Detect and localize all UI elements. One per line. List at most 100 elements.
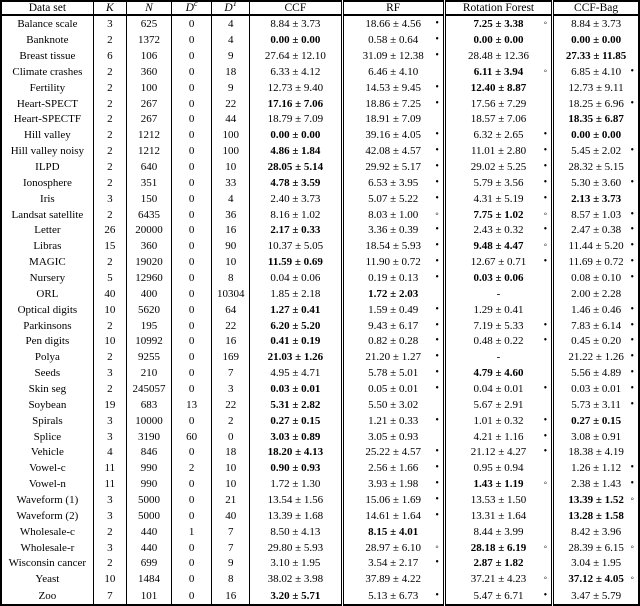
significance-dot-icon: • [435, 34, 439, 46]
rotation-forest-cell: 1.29 ± 0.41 [442, 301, 553, 318]
error-rate-value: 1.59 ± 0.49 [368, 303, 419, 316]
significance-dot-icon: • [630, 208, 634, 220]
dt-cell: 10 [211, 476, 250, 493]
dataset-cell: Fertility [29, 81, 66, 94]
k-cell: 10 [92, 333, 127, 350]
rf-cell: 25.22 ± 4.57 • [340, 444, 445, 461]
dataset-cell: Landsat satellite [11, 208, 84, 221]
dt-cell: 16 [211, 222, 250, 239]
k-cell: 7 [92, 587, 127, 605]
significance-circle-icon: ◦ [543, 240, 548, 252]
significance-circle-icon: ◦ [543, 208, 548, 220]
n-cell: 990 [125, 476, 172, 493]
ccf-bag-cell: 0.45 ± 0.20 • [551, 333, 639, 350]
dt-cell: 16 [211, 333, 250, 350]
rotation-forest-cell: 12.67 ± 0.71 • [442, 254, 553, 271]
dc-cell: 0 [171, 539, 212, 556]
n-cell: 683 [125, 396, 172, 413]
dc-superscript: c [193, 1, 198, 9]
significance-dot-icon: • [543, 192, 548, 204]
dataset-cell: Soybean [28, 398, 67, 411]
significance-dot-icon: • [630, 335, 634, 347]
error-rate-value: 0.00 ± 0.00 [270, 129, 321, 142]
rf-cell: 39.16 ± 4.05 • [340, 127, 445, 144]
dt-cell: 0 [211, 428, 250, 445]
rotation-forest-cell: 17.56 ± 7.29 [442, 95, 553, 112]
dc-cell: 0 [171, 63, 212, 80]
significance-dot-icon: • [543, 224, 548, 236]
significance-dot-icon: • [435, 509, 439, 521]
ccf-cell: 11.59 ± 0.69 [249, 254, 343, 271]
error-rate-value: 27.64 ± 12.10 [264, 49, 326, 62]
ccf-bag-cell: 13.39 ± 1.52 ◦ [551, 492, 639, 508]
table-row: Wisconsin cancer 2 699 0 9 3.10 ± 1.95 3.54 ± … [1, 555, 639, 572]
error-rate-value: 14.53 ± 9.45 [365, 81, 421, 94]
ccf-bag-cell: 37.12 ± 4.05 ◦ [551, 571, 639, 588]
dc-cell: 0 [171, 32, 212, 49]
error-rate-value: 13.53 ± 1.50 [470, 494, 527, 507]
error-rate-value: 3.36 ± 0.39 [368, 224, 419, 237]
error-rate-value: 7.75 ± 1.02 [473, 208, 524, 221]
dt-cell: 90 [211, 238, 250, 255]
ccf-bag-cell: 12.73 ± 9.11 [551, 79, 639, 96]
error-rate-value: 8.84 ± 3.73 [571, 18, 622, 31]
dt-cell: 33 [211, 174, 250, 191]
significance-dot-icon: • [630, 65, 634, 77]
error-rate-value: 2.87 ± 1.82 [473, 557, 524, 570]
rf-cell: 5.13 ± 6.73 • [340, 587, 445, 605]
significance-dot-icon: • [543, 319, 548, 331]
dt-cell: 9 [211, 555, 250, 572]
dataset-cell: Nursery [29, 272, 66, 284]
significance-circle-icon: ◦ [630, 494, 634, 506]
dc-cell: 0 [171, 507, 212, 524]
table-row: Balance scale 3 625 0 4 8.84 ± 3.73 18.66 ± 4.… [1, 15, 639, 33]
table-row: Waveform (2) 3 5000 0 40 13.39 ± 1.68 14.61 ± … [1, 507, 639, 524]
dc-cell: 0 [171, 48, 212, 64]
ccf-cell: 0.00 ± 0.00 [249, 32, 343, 49]
error-rate-value: 18.66 ± 4.56 [365, 18, 421, 31]
error-rate-value: 5.79 ± 3.56 [473, 176, 524, 189]
significance-dot-icon: • [435, 192, 439, 204]
error-rate-value: 0.04 ± 0.01 [473, 383, 524, 396]
significance-dot-icon: • [435, 49, 439, 61]
table-row: Waveform (1) 3 5000 0 21 13.54 ± 1.56 15.06 ± … [1, 492, 639, 508]
ccf-cell: 38.02 ± 3.98 [249, 571, 343, 588]
dc-cell: 0 [171, 555, 212, 572]
k-cell: 26 [92, 222, 127, 239]
significance-circle-icon: ◦ [543, 18, 548, 30]
ccf-cell: 6.20 ± 5.20 [249, 317, 343, 334]
significance-circle-icon: ◦ [543, 478, 548, 490]
ccf-cell: 6.33 ± 4.12 [249, 63, 343, 80]
n-cell: 195 [125, 317, 172, 334]
dc-cell: 0 [171, 79, 212, 96]
rotation-forest-cell: 6.32 ± 2.65 • [442, 127, 553, 144]
error-rate-value: 11.01 ± 2.80 [470, 145, 527, 158]
dataset-cell: Skin seg [28, 383, 67, 396]
significance-dot-icon: • [435, 367, 439, 379]
significance-dot-icon: • [435, 81, 439, 93]
k-cell: 2 [92, 254, 127, 271]
dt-cell: 18 [211, 444, 250, 461]
ccf-cell: 18.79 ± 7.09 [249, 111, 343, 128]
rotation-forest-cell: 1.01 ± 0.32 • [442, 412, 553, 429]
table-row: Heart-SPECT 2 267 0 22 17.16 ± 7.06 18.86 ± 7.… [1, 95, 639, 112]
k-cell: 2 [92, 111, 127, 128]
error-rate-value: 2.47 ± 0.38 [571, 224, 622, 237]
error-rate-value: 0.03 ± 0.01 [270, 383, 321, 396]
table-row: Banknote 2 1372 0 4 0.00 ± 0.00 0.58 ± 0.64 • 0.… [1, 32, 639, 49]
rotation-forest-cell: 1.43 ± 1.19 ◦ [442, 476, 553, 493]
ccf-bag-cell: 5.45 ± 2.02 • [551, 143, 639, 160]
error-rate-value: 0.03 ± 0.01 [571, 383, 622, 396]
significance-dot-icon: • [435, 97, 439, 109]
dataset-cell: Wisconsin cancer [8, 557, 87, 570]
error-rate-value: 11.44 ± 5.20 [568, 240, 624, 253]
k-cell: 4 [92, 444, 127, 461]
significance-dot-icon: • [543, 383, 548, 395]
error-rate-value: 18.86 ± 7.25 [365, 97, 421, 110]
ccf-cell: 2.17 ± 0.33 [249, 222, 343, 239]
rf-cell: 2.56 ± 1.66 • [340, 460, 445, 477]
k-cell: 6 [92, 48, 127, 64]
rf-cell: 1.21 ± 0.33 • [340, 412, 445, 429]
table-row: Iris 3 150 0 4 2.40 ± 3.73 5.07 ± 5.22 • 4.31 ± … [1, 190, 639, 207]
k-cell: 3 [92, 15, 127, 33]
